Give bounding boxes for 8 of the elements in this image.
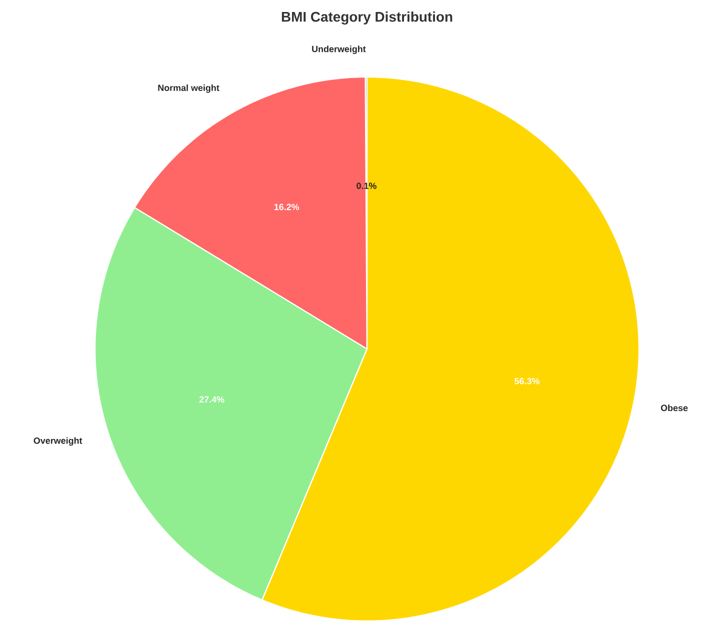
slice-label: Overweight [34, 437, 82, 446]
data-label: 56.3% [514, 378, 540, 384]
data-label: 27.4% [199, 396, 224, 403]
chart-title: BMI Category Distribution [282, 12, 452, 25]
slice-label: Normal weight [158, 84, 220, 94]
slice-label: Underweight [312, 46, 366, 54]
data-label: 16.2% [274, 204, 300, 210]
slice-label: Obese [660, 404, 688, 412]
